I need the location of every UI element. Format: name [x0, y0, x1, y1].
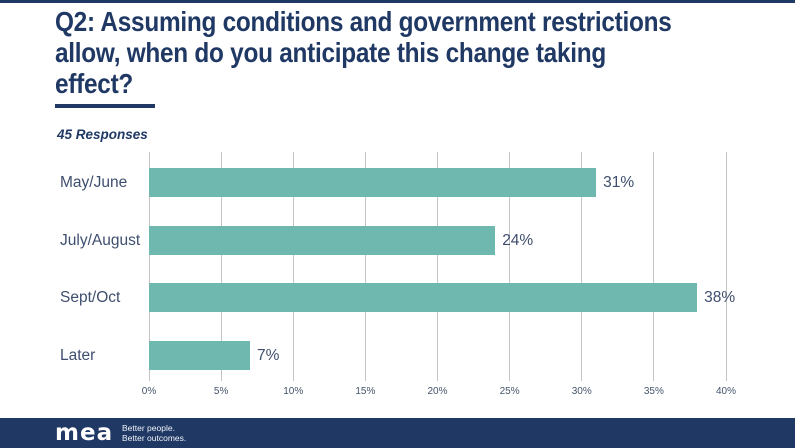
top-accent-line	[0, 0, 795, 3]
gridline	[220, 152, 222, 381]
category-label: May/June	[60, 174, 128, 191]
gridline	[509, 152, 511, 381]
bar-value-label: 24%	[502, 232, 534, 249]
responses-count: 45 Responses	[57, 127, 148, 142]
x-axis-tick-label: 15%	[355, 386, 376, 397]
x-axis-tick-label: 30%	[571, 386, 592, 397]
category-label: Later	[60, 347, 96, 364]
bar-value-label: 31%	[603, 174, 635, 191]
footer-tagline-line-2: Better outcomes.	[122, 433, 187, 443]
x-axis-tick-label: 20%	[427, 386, 448, 397]
bar-july-august	[149, 226, 496, 255]
bar-later	[149, 341, 250, 370]
gridline	[725, 152, 727, 381]
x-axis-tick-label: 10%	[283, 386, 304, 397]
gridline	[653, 152, 655, 381]
mea-logo: mea	[55, 420, 114, 446]
x-axis-tick-label: 25%	[499, 386, 520, 397]
category-label: Sept/Oct	[60, 289, 121, 306]
footer-bar: mea Better people. Better outcomes.	[0, 418, 795, 448]
gridline	[581, 152, 583, 381]
slide-title-line-1: Q2: Assuming conditions and government r…	[55, 6, 672, 37]
bar-chart: 0% 5% 10% 15% 20% 25% 30% 35% 40% 31% 24% 38% 7% May…	[0, 152, 795, 402]
gridline	[148, 152, 150, 381]
category-label: July/August	[60, 232, 141, 249]
slide-title-line-2: allow, when do you anticipate this chang…	[55, 37, 606, 68]
bar-value-label: 7%	[256, 347, 280, 364]
bar-value-label: 38%	[704, 289, 736, 306]
gridline	[437, 152, 438, 381]
footer-tagline-line-1: Better people.	[122, 423, 175, 433]
x-axis-tick-label: 5%	[213, 386, 229, 397]
x-axis-tick-label: 0%	[141, 386, 157, 397]
slide-title: Q2: Assuming conditions and government r…	[55, 6, 786, 99]
bar-may-june	[149, 168, 597, 197]
slide-title-line-3: effect?	[55, 68, 134, 99]
footer-tagline: Better people. Better outcomes.	[122, 423, 186, 443]
bar-sept-oct	[149, 283, 698, 312]
plot-area: 0% 5% 10% 15% 20% 25% 30% 35% 40% 31% 24% 38% 7%	[142, 152, 736, 397]
gridline	[364, 152, 366, 381]
x-axis-tick-label: 40%	[715, 386, 736, 397]
title-underline	[55, 104, 155, 108]
gridline	[292, 152, 294, 381]
x-axis-tick-label: 35%	[643, 386, 664, 397]
